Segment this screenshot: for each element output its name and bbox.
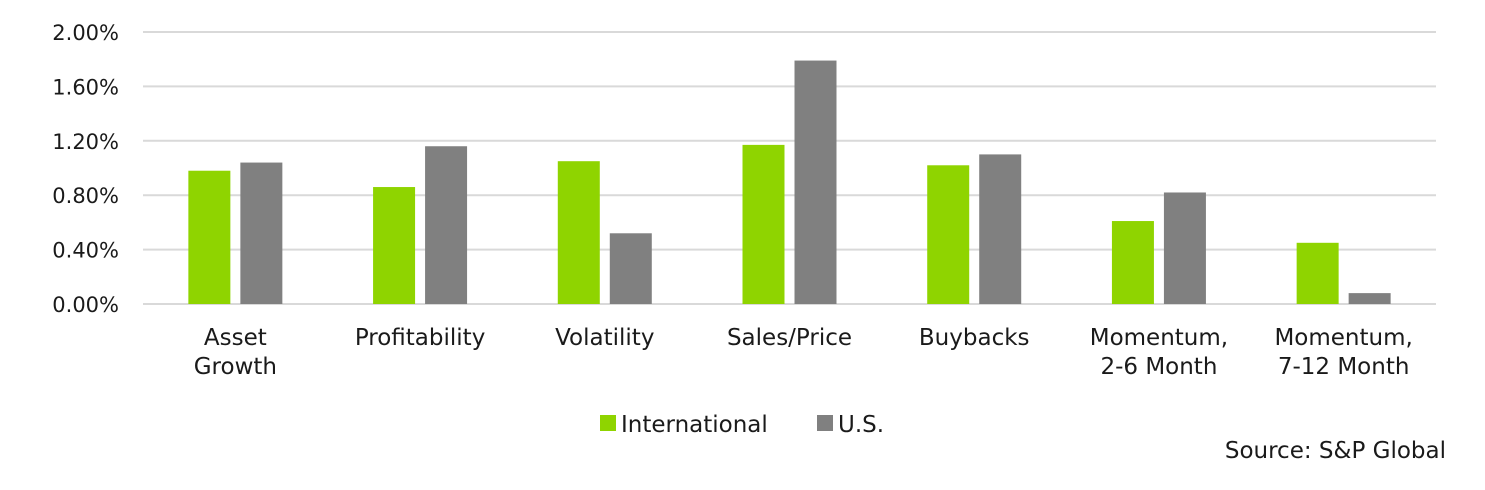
category-label: Sales/Price	[727, 325, 852, 351]
bar-international-6	[1296, 242, 1339, 304]
bar-us-0	[240, 162, 283, 304]
bar-us-5	[1163, 192, 1206, 304]
bar-international-3	[742, 144, 785, 304]
y-tick-label: 1.20%	[52, 130, 119, 154]
category-label: Momentum,	[1090, 325, 1228, 351]
category-label: 2-6 Month	[1100, 354, 1217, 380]
x-axis-categories: Asset Growth Profitability Volatility Sales/…	[194, 325, 1413, 380]
legend: International U.S.	[600, 412, 884, 438]
bar-international-5	[1111, 221, 1154, 304]
legend-swatch-us	[817, 415, 833, 431]
category-label: Profitability	[355, 325, 486, 351]
category-label: Asset	[204, 325, 267, 351]
y-tick-label: 0.00%	[52, 293, 119, 317]
legend-label: U.S.	[838, 412, 884, 438]
bar-international-1	[373, 187, 416, 304]
y-tick-label: 1.60%	[52, 75, 119, 99]
y-tick-label: 2.00%	[52, 21, 119, 45]
bar-international-2	[557, 161, 600, 304]
source-note: Source: S&P Global	[1225, 438, 1446, 464]
y-axis-ticks: 0.00% 0.40% 0.80% 1.20% 1.60% 2.00%	[52, 21, 119, 317]
category-label: Momentum,	[1274, 325, 1412, 351]
bar-us-2	[609, 233, 652, 304]
legend-swatch-international	[600, 415, 616, 431]
legend-label: International	[621, 412, 768, 438]
bar-us-1	[425, 146, 468, 304]
bar-us-4	[979, 154, 1022, 304]
y-tick-label: 0.40%	[52, 239, 119, 263]
bar-international-0	[188, 170, 231, 304]
bar-us-6	[1348, 293, 1391, 304]
category-label: Volatility	[555, 325, 654, 351]
category-label: Buybacks	[919, 325, 1030, 351]
category-label: 7-12 Month	[1278, 354, 1410, 380]
bars	[188, 60, 1391, 305]
bar-us-3	[794, 60, 837, 305]
bar-international-4	[927, 165, 970, 304]
gridlines	[143, 31, 1436, 305]
y-tick-label: 0.80%	[52, 184, 119, 208]
category-label: Growth	[194, 354, 277, 380]
